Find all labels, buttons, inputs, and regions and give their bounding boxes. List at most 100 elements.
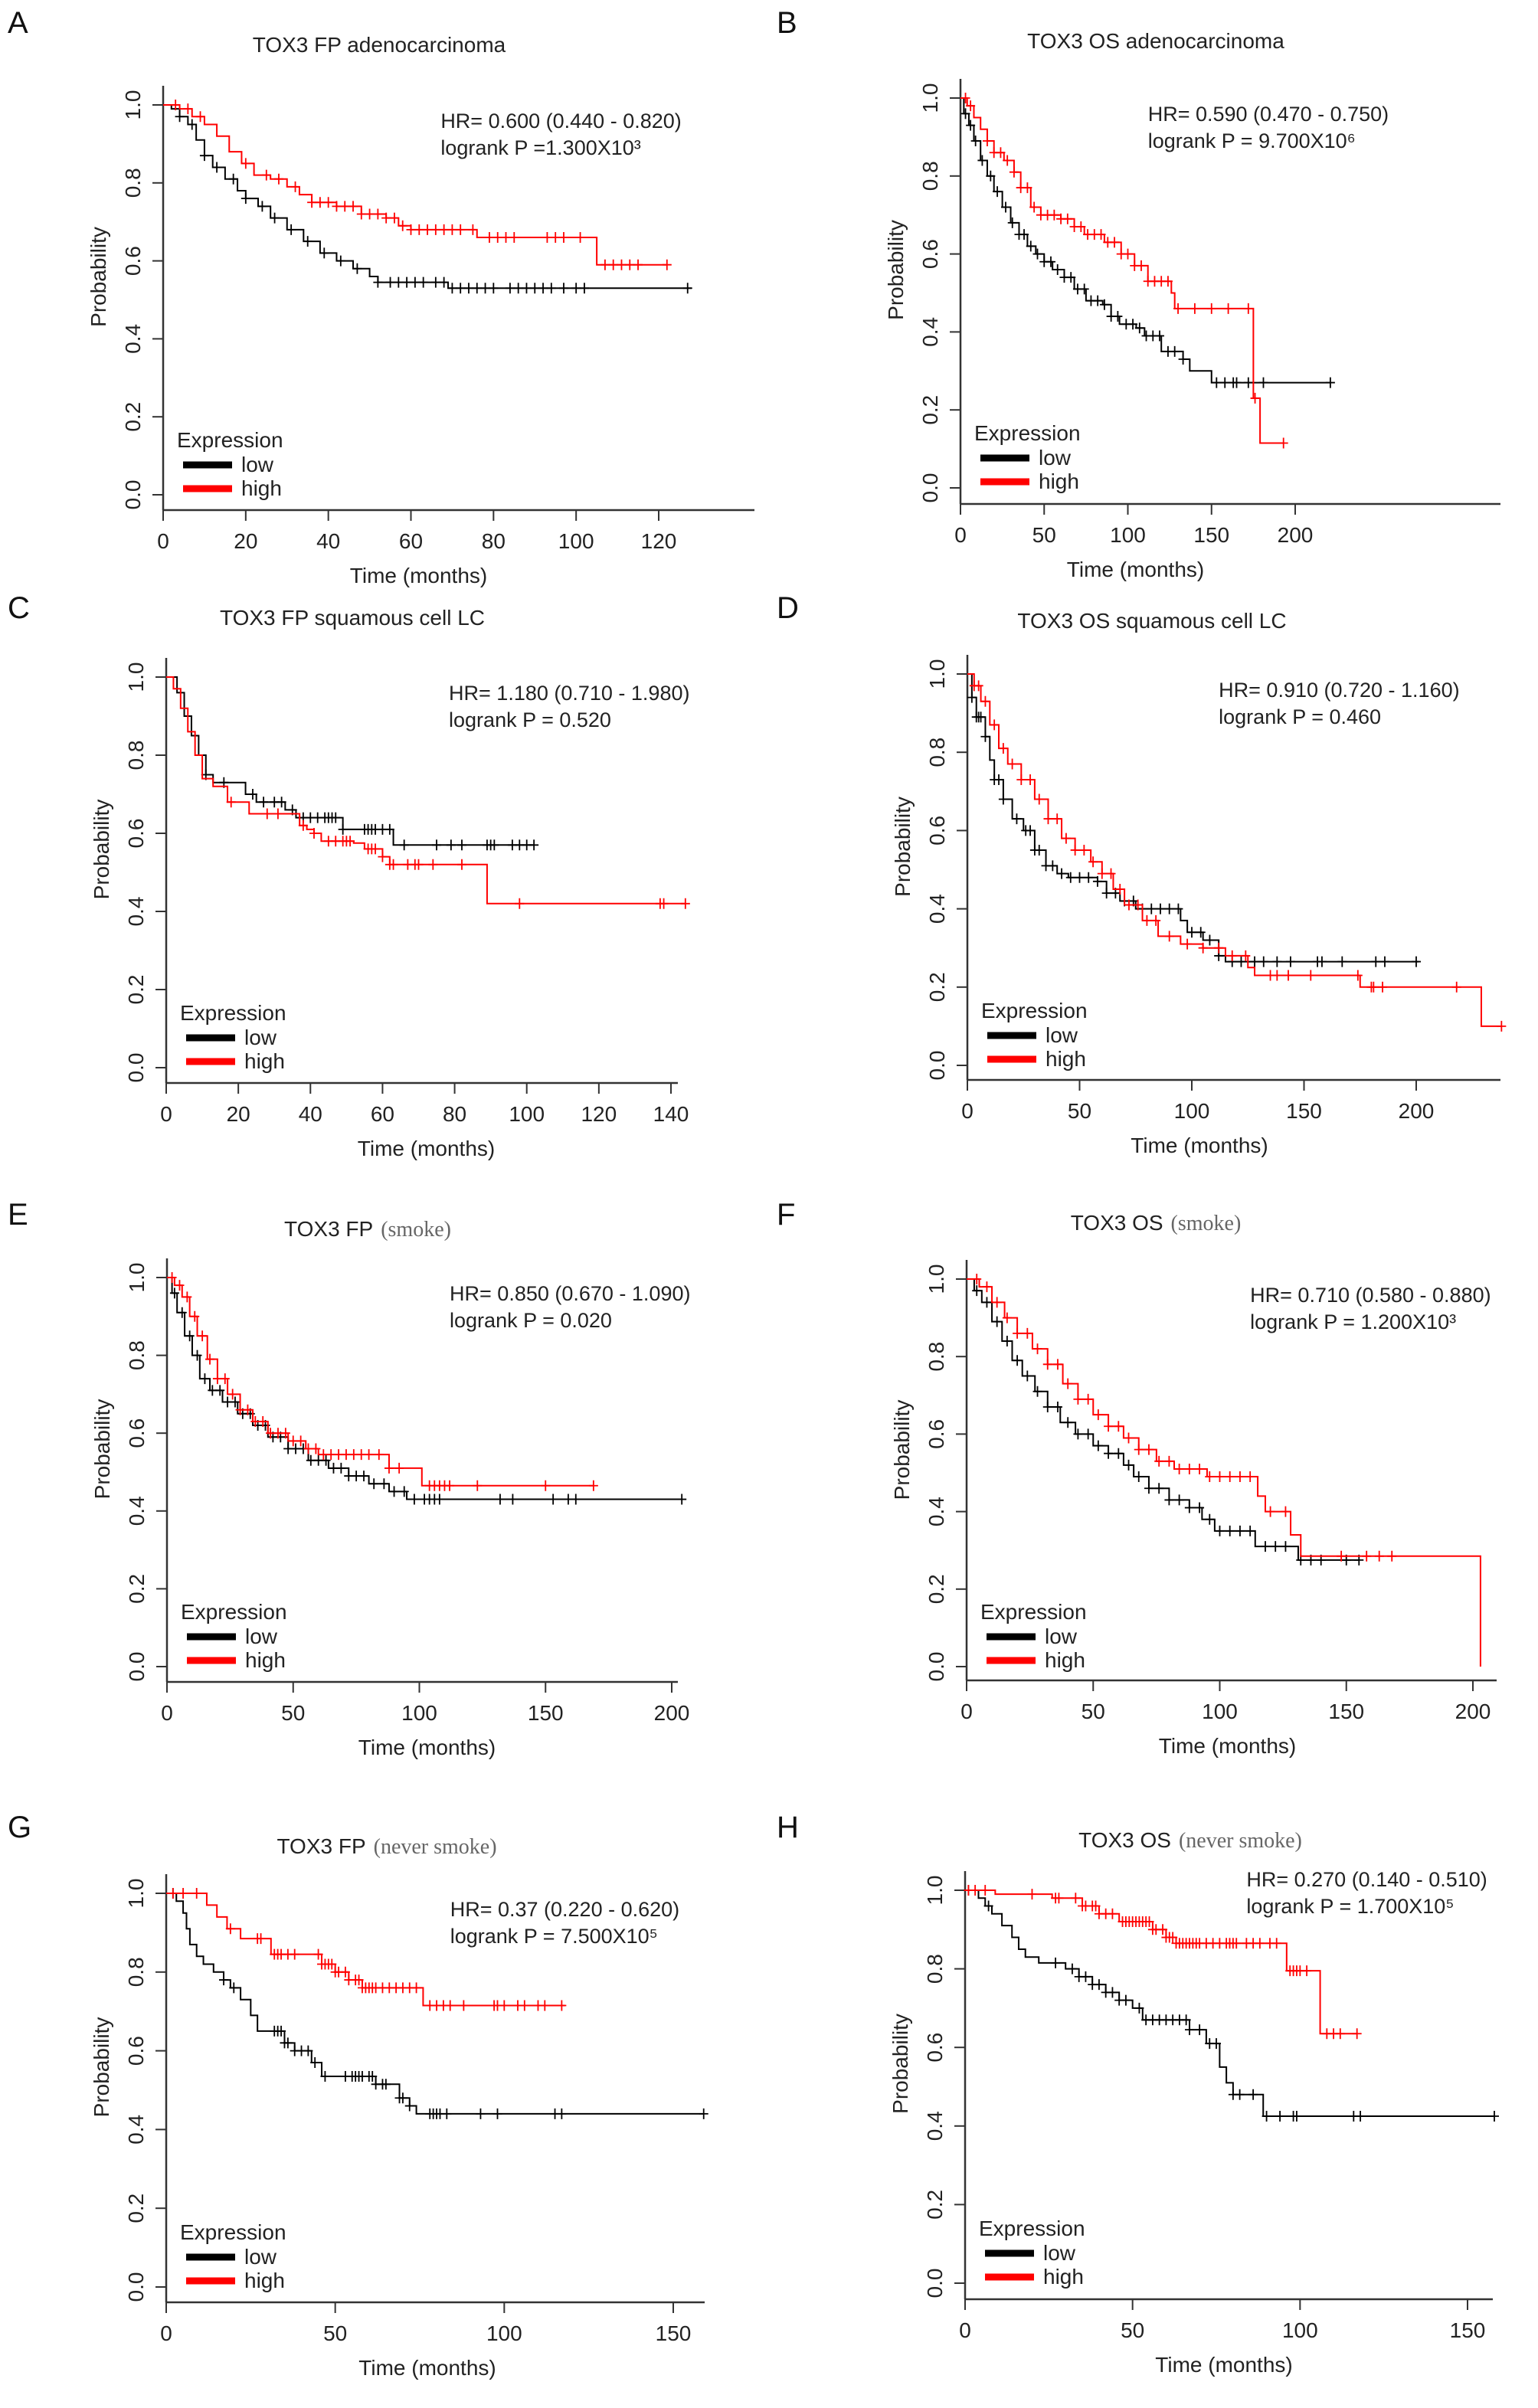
legend-title: Expression: [974, 421, 1081, 445]
censor-mark: [1184, 1502, 1194, 1513]
x-axis-label: Time (months): [1067, 558, 1204, 581]
censor-mark: [373, 276, 383, 288]
censor-mark: [972, 1274, 982, 1284]
censor-mark: [529, 839, 539, 851]
x-tick-label: 100: [1174, 1099, 1210, 1123]
censor-mark: [257, 201, 267, 212]
km-plot: TOX3 FP squamous cell LC 0.0 0.2 0.4 0.6 0.8 1…: [90, 606, 690, 1160]
x-axis-label: Time (months): [350, 564, 487, 587]
censor-mark: [311, 1443, 321, 1454]
chart-title: TOX3 OS (smoke): [1071, 1211, 1242, 1235]
censor-mark: [1272, 956, 1282, 967]
legend-label-low: low: [245, 1624, 278, 1648]
censor-mark: [1241, 950, 1251, 961]
censor-mark: [212, 162, 222, 173]
censor-mark: [1124, 1459, 1134, 1471]
censor-mark: [1155, 330, 1165, 342]
censor-mark: [1325, 377, 1335, 388]
censor-mark: [340, 1966, 350, 1978]
censor-mark: [1232, 377, 1242, 388]
censor-mark: [986, 170, 996, 182]
censor-mark: [1205, 1513, 1215, 1525]
censor-mark: [1173, 303, 1183, 314]
censor-mark: [1195, 1502, 1205, 1513]
censor-mark: [1379, 956, 1389, 967]
x-tick-label: 50: [1032, 523, 1056, 547]
censor-mark: [463, 283, 473, 294]
y-axis-label: Probability: [888, 2014, 912, 2114]
y-tick-label: 0.4: [925, 894, 949, 924]
legend-title: Expression: [979, 2217, 1085, 2240]
x-tick-label: 0: [160, 2321, 172, 2345]
censor-mark: [992, 1316, 1002, 1327]
censor-mark: [1101, 888, 1111, 899]
y-tick-label: 0.6: [125, 1418, 149, 1448]
x-tick-label: 0: [157, 529, 169, 553]
x-tick-label: 50: [1121, 2318, 1144, 2342]
censor-mark: [1387, 1550, 1397, 1562]
km-series-high: [960, 93, 1288, 449]
censor-mark: [456, 224, 466, 235]
censor-mark: [430, 224, 440, 235]
censor-mark: [1097, 868, 1107, 879]
censor-mark: [1451, 981, 1461, 993]
censor-mark: [1032, 1343, 1042, 1355]
censor-mark: [1099, 299, 1109, 310]
censor-mark: [982, 1297, 992, 1308]
censor-mark: [967, 692, 977, 703]
censor-mark: [439, 224, 449, 235]
censor-mark: [1067, 1963, 1077, 1974]
censor-mark: [410, 276, 420, 288]
y-tick-label: 0.2: [124, 2194, 148, 2223]
censor-mark: [1084, 872, 1094, 883]
chart-title-suffix: (smoke): [381, 1218, 451, 1242]
censor-mark: [398, 2092, 407, 2104]
censor-mark: [1196, 927, 1206, 938]
x-tick-label: 40: [299, 1102, 322, 1126]
x-tick-label: 100: [1202, 1700, 1238, 1723]
censor-mark: [398, 220, 407, 231]
censor-mark: [1093, 295, 1103, 306]
censor-mark: [1181, 2014, 1191, 2026]
censor-mark: [1023, 182, 1032, 194]
logrank-p-text: logrank P = 9.700X10⁶: [1148, 129, 1356, 152]
km-plot: TOX3 OS (smoke) 0.0 0.2 0.4 0.6 0.8 1.0 0 50 100 15…: [890, 1211, 1497, 1758]
y-tick-label: 0.2: [121, 402, 145, 432]
censor-mark: [1048, 860, 1058, 872]
censor-mark: [414, 224, 424, 235]
censor-mark: [1184, 1463, 1194, 1474]
censor-mark: [1243, 377, 1253, 388]
censor-mark: [1079, 283, 1089, 295]
x-tick-label: 140: [653, 1102, 689, 1126]
censor-mark: [199, 150, 209, 162]
censor-mark: [1236, 956, 1246, 967]
chart-title: TOX3 FP squamous cell LC: [220, 606, 485, 630]
censor-mark: [540, 2000, 550, 2011]
censor-mark: [1052, 1359, 1062, 1370]
km-panel-a: A TOX3 FP adenocarcinoma 0.0 0.2 0.4 0.6 0.8 1…: [0, 0, 769, 602]
x-tick-label: 100: [509, 1102, 545, 1126]
censor-mark: [1063, 1378, 1073, 1389]
legend-label-low: low: [241, 453, 274, 476]
chart-title-main: TOX3 FP: [277, 1834, 365, 1858]
km-plot: TOX3 FP adenocarcinoma 0.0 0.2 0.4 0.6 0.8 1.0…: [87, 33, 754, 587]
x-axis-label: Time (months): [358, 2356, 496, 2380]
y-axis-label: Probability: [87, 227, 110, 327]
censor-mark: [1281, 1506, 1291, 1517]
censor-mark: [241, 193, 250, 204]
legend-label-high: high: [241, 476, 282, 500]
censor-mark: [1104, 1448, 1114, 1459]
y-tick-label: 0.6: [124, 2036, 148, 2066]
y-tick-label: 0.0: [924, 1652, 948, 1682]
censor-mark: [456, 859, 466, 870]
censor-mark: [352, 263, 362, 274]
censor-mark: [1227, 950, 1237, 961]
censor-mark: [309, 828, 319, 839]
censor-mark: [187, 119, 197, 130]
censor-mark: [389, 212, 399, 224]
censor-mark: [1362, 1550, 1372, 1562]
legend-label-high: high: [1043, 2265, 1084, 2289]
censor-mark: [538, 283, 548, 294]
y-axis-label: Probability: [890, 1400, 914, 1500]
